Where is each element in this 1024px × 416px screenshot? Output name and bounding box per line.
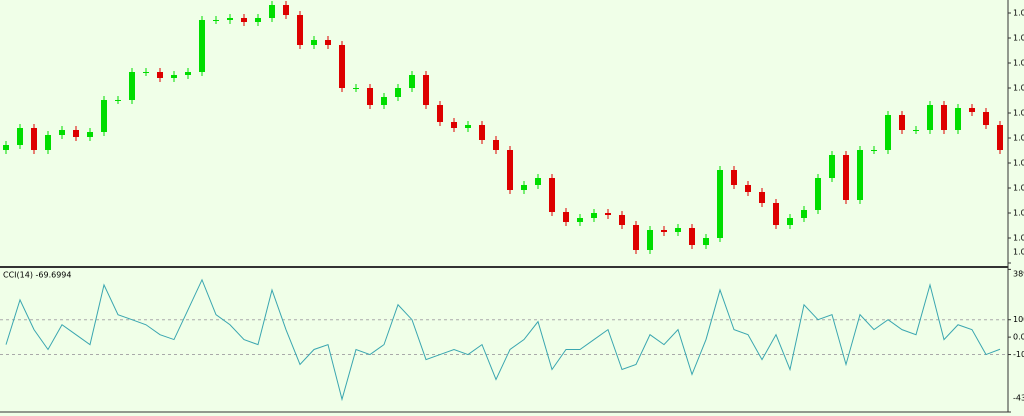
- candle-body: [353, 88, 359, 89]
- candle-body: [101, 100, 107, 132]
- candle-body: [521, 185, 527, 190]
- y-tick-label: 1.0300: [1013, 109, 1024, 118]
- y-tick-label: -430: [1013, 394, 1024, 403]
- candle-body: [283, 5, 289, 15]
- candle-body: [801, 210, 807, 218]
- y-tick-label: 1.0150: [1013, 184, 1024, 193]
- candle-body: [115, 100, 121, 101]
- candle-body: [395, 88, 401, 97]
- candle-body: [843, 155, 849, 200]
- y-tick-label: 1.0000: [1013, 248, 1024, 257]
- candle-body: [857, 150, 863, 200]
- candle-body: [73, 130, 79, 137]
- candle-body: [787, 218, 793, 225]
- candle-body: [59, 130, 65, 135]
- y-tick-label: 1.0200: [1013, 159, 1024, 168]
- candle-body: [31, 128, 37, 150]
- candle-body: [269, 5, 275, 18]
- candle-body: [381, 97, 387, 105]
- y-tick-label: 1.0250: [1013, 134, 1024, 143]
- candle-body: [661, 230, 667, 232]
- candle-body: [703, 238, 709, 245]
- candle-body: [87, 132, 93, 137]
- candle-body: [297, 15, 303, 45]
- candle-body: [619, 215, 625, 225]
- candle-body: [899, 115, 905, 130]
- y-tick-label: 1.0050: [1013, 234, 1024, 243]
- candle-body: [325, 40, 331, 45]
- y-tick-label: 100: [1013, 315, 1024, 324]
- candle-body: [829, 155, 835, 178]
- y-tick-label: -100: [1013, 350, 1024, 359]
- candle-body: [493, 140, 499, 150]
- candle-body: [311, 40, 317, 45]
- candle-body: [927, 105, 933, 130]
- candle-body: [591, 213, 597, 218]
- candle-body: [535, 178, 541, 185]
- candle-body: [129, 72, 135, 100]
- candle-body: [577, 218, 583, 222]
- y-tick-label: 389: [1013, 270, 1024, 279]
- candle-body: [731, 170, 737, 185]
- candle-body: [941, 105, 947, 130]
- candle-body: [157, 72, 163, 78]
- candle-body: [885, 115, 891, 150]
- candle-body: [409, 75, 415, 88]
- candle-body: [647, 230, 653, 250]
- candle-body: [913, 130, 919, 131]
- candle-body: [339, 45, 345, 88]
- candle-body: [983, 112, 989, 125]
- candle-body: [717, 170, 723, 238]
- candle-body: [759, 192, 765, 203]
- candle-body: [997, 125, 1003, 150]
- candle-body: [969, 108, 975, 112]
- candle-body: [479, 125, 485, 140]
- candle-body: [465, 125, 471, 128]
- candle-body: [213, 20, 219, 21]
- candle-body: [3, 145, 9, 150]
- y-tick-label: 1.0350: [1013, 84, 1024, 93]
- y-tick-label: 1.0450: [1013, 34, 1024, 43]
- candle-body: [227, 18, 233, 20]
- candle-body: [199, 20, 205, 72]
- candle-body: [815, 178, 821, 210]
- candle-body: [507, 150, 513, 190]
- candle-body: [17, 128, 23, 145]
- candle-body: [367, 88, 373, 105]
- candle-body: [871, 150, 877, 151]
- candle-body: [451, 122, 457, 128]
- candle-body: [675, 228, 681, 232]
- candle-body: [241, 18, 247, 22]
- y-tick-label: 1.0400: [1013, 59, 1024, 68]
- candle-body: [549, 178, 555, 212]
- indicator-title: CCI(14) -69.6994: [3, 271, 71, 280]
- candle-body: [689, 228, 695, 245]
- candle-body: [745, 185, 751, 192]
- candle-body: [605, 213, 611, 215]
- candle-body: [171, 75, 177, 78]
- candle-body: [773, 203, 779, 225]
- candle-body: [437, 105, 443, 122]
- candle-body: [563, 212, 569, 222]
- candle-body: [255, 18, 261, 22]
- y-tick-label: 0.0: [1013, 333, 1024, 342]
- candle-body: [185, 72, 191, 75]
- candle-body: [955, 108, 961, 130]
- candle-body: [143, 72, 149, 73]
- candle-body: [423, 75, 429, 105]
- candle-body: [45, 135, 51, 150]
- indicator-line: [5, 278, 1001, 402]
- y-tick-label: 1.0100: [1013, 209, 1024, 218]
- candle-body: [633, 225, 639, 250]
- y-tick-label: 1.0500: [1013, 9, 1024, 18]
